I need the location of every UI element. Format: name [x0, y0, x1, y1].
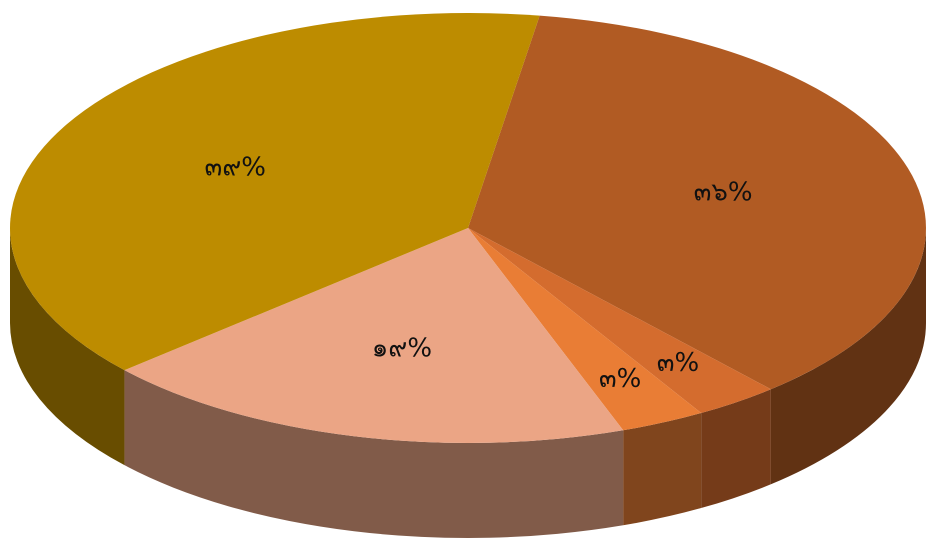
slice: [468, 15, 926, 390]
slice: [468, 228, 702, 431]
data-label: ๓๖%: [694, 178, 753, 208]
slice-side: [701, 389, 771, 509]
data-label: ๓๙%: [204, 152, 266, 182]
slice: [124, 228, 624, 443]
slice-side: [770, 228, 926, 485]
slice: [10, 12, 540, 371]
slice-side: [124, 370, 624, 538]
slice-side: [10, 228, 125, 466]
slice-side: [623, 413, 702, 526]
data-label: ๑๙%: [372, 333, 432, 363]
slice: [468, 228, 771, 414]
data-label: ๓%: [657, 348, 699, 378]
data-label: ๓%: [599, 364, 641, 394]
